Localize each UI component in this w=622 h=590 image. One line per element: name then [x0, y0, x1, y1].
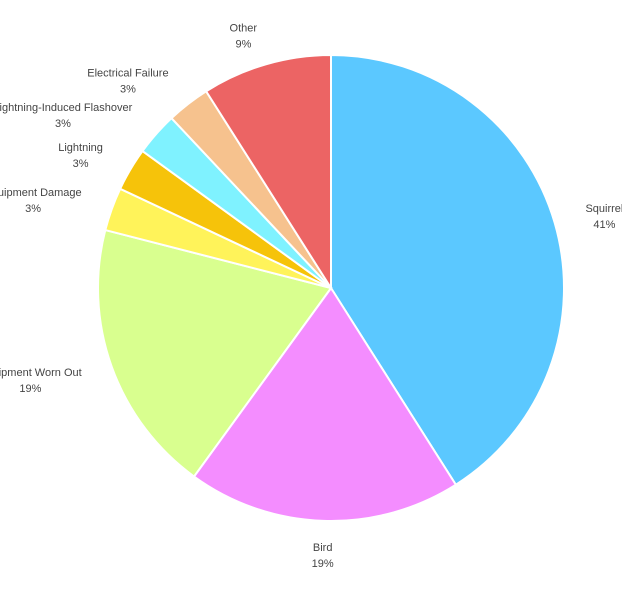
slice-label-other: Other 9%: [230, 23, 258, 51]
slice-label-equipment-worn-out: Equipment Worn Out 19%: [0, 367, 82, 395]
slice-label-name: Equipment Worn Out: [0, 367, 82, 379]
pie-slice-equipment-worn-out: [97, 228, 333, 478]
slices-layer: [97, 53, 565, 522]
slice-label-name: Equipment Damage: [0, 187, 82, 199]
slice-label-percent: 3%: [55, 118, 71, 130]
pie-slice-other: [204, 53, 332, 292]
slice-label-name: Bird: [313, 542, 333, 554]
slice-label-percent: 41%: [593, 219, 615, 231]
slice-label-name: Electrical Failure: [87, 68, 168, 80]
slice-label-percent: 3%: [120, 84, 136, 96]
pie-slice-squirrel: [330, 53, 565, 487]
slice-label-electrical-failure: Electrical Failure 3%: [87, 68, 168, 96]
slice-label-bird: Bird 19%: [312, 542, 334, 570]
slice-label-percent: 3%: [25, 203, 41, 215]
slice-label-percent: 19%: [312, 558, 334, 570]
slice-label-percent: 19%: [19, 383, 41, 395]
slice-label-lightning: Lightning 3%: [58, 142, 103, 170]
slice-label-percent: 3%: [73, 158, 89, 170]
slice-label-name: Other: [230, 23, 258, 35]
slice-label-equipment-damage: Equipment Damage 3%: [0, 187, 82, 215]
slice-label-squirrel: Squirrel 41%: [585, 203, 622, 231]
pie-slice-bird: [192, 286, 458, 522]
slice-label-lightning-induced-flashover: Lightning-Induced Flashover 3%: [0, 102, 133, 130]
slice-label-percent: 9%: [236, 39, 252, 51]
slice-label-name: Lightning-Induced Flashover: [0, 102, 133, 114]
slice-label-name: Squirrel: [585, 203, 622, 215]
slice-label-name: Lightning: [58, 142, 103, 154]
